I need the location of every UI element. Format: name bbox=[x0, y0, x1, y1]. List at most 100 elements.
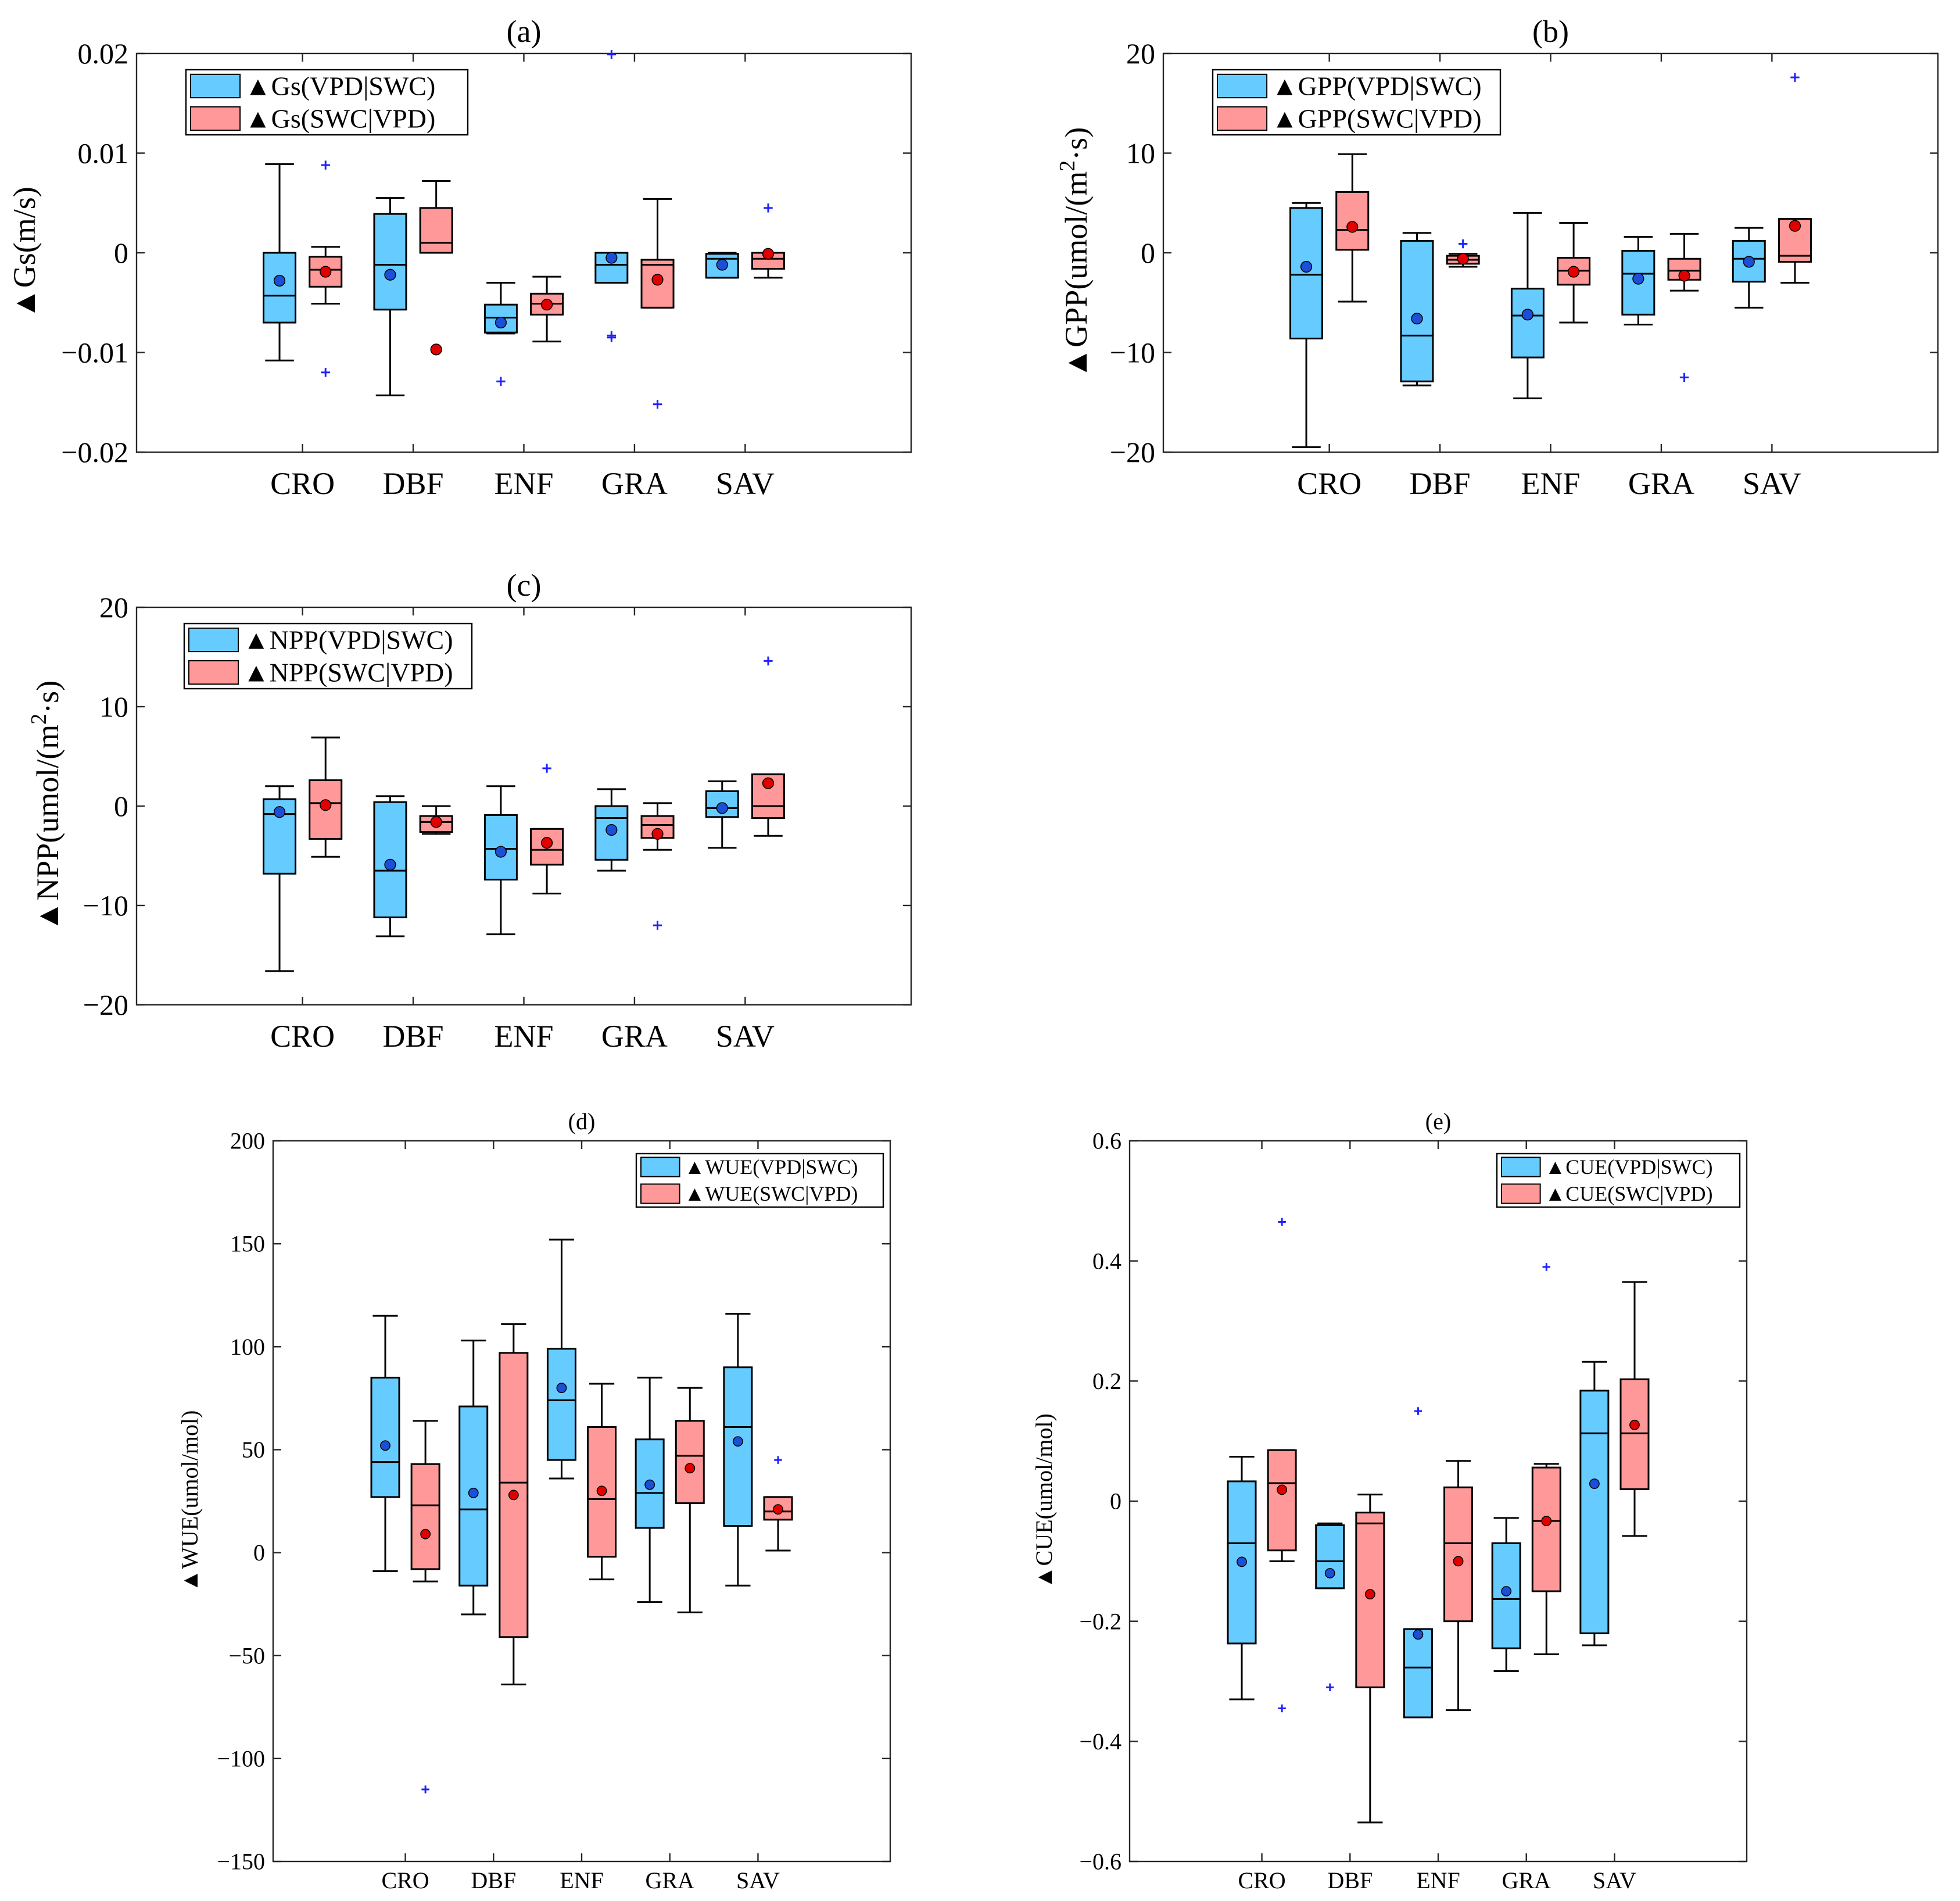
mean-marker bbox=[762, 777, 775, 789]
series-vpd-swc bbox=[370, 1238, 753, 1616]
legend: ▲CUE(VPD|SWC) ▲CUE(SWC|VPD) bbox=[1496, 1152, 1741, 1208]
box-iqr bbox=[1400, 239, 1434, 382]
x-tick-label: CRO bbox=[1297, 466, 1361, 501]
box-iqr bbox=[1619, 1378, 1650, 1490]
y-tick-label: 20 bbox=[1126, 37, 1155, 70]
mean-marker bbox=[773, 1504, 783, 1515]
series-swc-vpd bbox=[410, 1323, 793, 1793]
mean-marker bbox=[320, 799, 332, 811]
box-iqr bbox=[1510, 288, 1545, 359]
mean-marker bbox=[1277, 1484, 1288, 1495]
x-tick-label: DBF bbox=[1410, 466, 1471, 501]
box-iqr bbox=[546, 1348, 576, 1461]
box-iqr bbox=[1289, 207, 1324, 339]
mean-marker bbox=[716, 802, 728, 814]
legend: ▲Gs(VPD|SWC)▲Gs(SWC|VPD) bbox=[185, 69, 469, 136]
mean-marker bbox=[556, 1383, 567, 1394]
box-iqr bbox=[370, 1376, 400, 1498]
chart-panel-a: (a) −0.02 −0.01 0 0.01 0.02 CRO DBF ENF GRA SAV ▲Gs… bbox=[7, 14, 912, 501]
legend-swatch-swc-vpd bbox=[640, 1183, 680, 1204]
box-iqr bbox=[1403, 1628, 1433, 1719]
y-tick-label: −20 bbox=[1110, 436, 1155, 468]
chart-panel-b: (b) −20 −10 0 10 20 CRO DBF ENF GRA SAV ▲GPP(umol/(… bbox=[1055, 14, 1939, 501]
y-tick-label: −150 bbox=[217, 1849, 265, 1875]
mean-marker bbox=[1237, 1556, 1247, 1567]
box-iqr bbox=[1335, 191, 1370, 251]
y-axis-label-superscript: 2 bbox=[27, 714, 51, 725]
outlier-marker bbox=[496, 377, 506, 386]
mean-marker bbox=[1678, 270, 1690, 282]
mean-marker bbox=[605, 252, 618, 264]
chart-panel-d: (d) −150 −100 −50 0 50 100 150 200 CRO DBF ENF GRA SA… bbox=[177, 1108, 891, 1893]
mean-marker bbox=[1789, 220, 1801, 232]
series-vpd-swc bbox=[1289, 202, 1766, 448]
x-tick-label: ENF bbox=[494, 1019, 553, 1054]
outlier-marker bbox=[542, 764, 551, 773]
box-iqr bbox=[1315, 1524, 1345, 1589]
outlier-marker bbox=[321, 160, 330, 170]
x-tick-label: ENF bbox=[494, 466, 553, 501]
mean-marker bbox=[1411, 313, 1423, 325]
legend-swatch-vpd-swc bbox=[640, 1157, 680, 1177]
y-tick-label: 20 bbox=[99, 591, 128, 624]
mean-marker bbox=[1364, 1589, 1375, 1600]
y-tick-label: 0.02 bbox=[78, 37, 129, 70]
x-tick-label: GRA bbox=[601, 466, 668, 501]
y-tick-label: −100 bbox=[217, 1745, 265, 1771]
outlier-marker bbox=[653, 921, 662, 930]
legend: ▲NPP(VPD|SWC)▲NPP(SWC|VPD) bbox=[183, 622, 473, 690]
mean-marker bbox=[273, 274, 286, 287]
legend-swatch-vpd-swc bbox=[1217, 73, 1268, 99]
chart-title: (e) bbox=[1425, 1108, 1451, 1134]
mean-marker bbox=[1589, 1478, 1600, 1489]
legend-label-vpd-swc: ▲NPP(VPD|SWC) bbox=[243, 625, 453, 655]
mean-marker bbox=[495, 316, 507, 329]
x-tick-label: GRA bbox=[601, 1019, 668, 1054]
mean-marker bbox=[380, 1440, 390, 1451]
y-tick-label: 0 bbox=[114, 790, 128, 822]
y-tick-label: 0.4 bbox=[1092, 1248, 1121, 1274]
y-axis-label-superscript: 2 bbox=[1055, 160, 1080, 171]
x-tick-label: GRA bbox=[645, 1867, 694, 1893]
series-vpd-swc bbox=[263, 780, 739, 972]
legend-label-vpd-swc: ▲CUE(VPD|SWC) bbox=[1545, 1155, 1713, 1179]
outlier-marker bbox=[421, 1785, 429, 1793]
y-tick-label: −10 bbox=[83, 889, 128, 922]
box-iqr bbox=[1355, 1512, 1385, 1688]
y-tick-label: −10 bbox=[1110, 336, 1155, 369]
y-tick-label: 10 bbox=[1126, 137, 1155, 170]
y-tick-label: 0 bbox=[1141, 237, 1155, 269]
mean-marker bbox=[1568, 266, 1580, 278]
legend-label-vpd-swc: ▲GPP(VPD|SWC) bbox=[1271, 71, 1481, 101]
legend-label-swc-vpd: ▲GPP(SWC|VPD) bbox=[1271, 104, 1481, 134]
mean-marker bbox=[596, 1485, 607, 1497]
y-axis-label: ▲GPP(umol/(m2·s) bbox=[1055, 127, 1094, 378]
outlier-marker bbox=[1790, 73, 1800, 82]
box-iqr bbox=[410, 1463, 440, 1570]
outlier-marker bbox=[321, 368, 330, 377]
box-iqr bbox=[373, 213, 407, 311]
outlier-marker bbox=[607, 50, 617, 59]
mean-marker bbox=[1501, 1586, 1512, 1596]
box-iqr bbox=[1267, 1449, 1297, 1552]
x-tick-label: CRO bbox=[270, 466, 335, 501]
box-iqr bbox=[530, 828, 564, 866]
outlier-marker bbox=[764, 203, 773, 213]
legend-swatch-swc-vpd bbox=[190, 106, 241, 131]
mean-marker bbox=[1346, 221, 1359, 233]
series-swc-vpd bbox=[309, 656, 785, 930]
outlier-marker bbox=[1278, 1218, 1286, 1226]
mean-marker bbox=[1629, 1419, 1640, 1430]
box-iqr bbox=[1531, 1466, 1561, 1592]
y-tick-label: 200 bbox=[230, 1128, 265, 1154]
y-tick-label: −0.4 bbox=[1079, 1728, 1121, 1755]
chart-title: (a) bbox=[507, 14, 542, 49]
mean-marker bbox=[430, 343, 442, 356]
mean-marker bbox=[1413, 1629, 1424, 1640]
legend-swatch-vpd-swc bbox=[188, 627, 239, 653]
y-tick-label: 0.2 bbox=[1092, 1368, 1121, 1394]
y-axis-label-main: ▲NPP(umol/(m bbox=[30, 725, 65, 932]
mean-marker bbox=[320, 266, 332, 278]
legend-label-vpd-swc: ▲WUE(VPD|SWC) bbox=[685, 1155, 858, 1179]
y-axis-label-tail: ·s) bbox=[1059, 127, 1094, 160]
